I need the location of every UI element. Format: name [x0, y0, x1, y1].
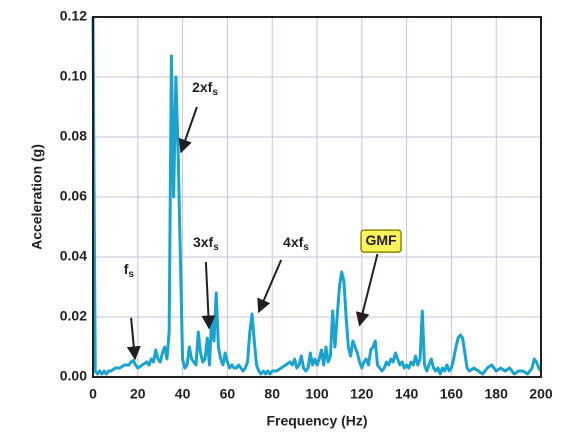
y-tick-label: 0.02 — [60, 308, 87, 324]
annotation-arrow — [126, 317, 141, 361]
x-tick-label: 80 — [264, 386, 280, 402]
annotation-subscript: s — [303, 242, 309, 253]
annotation-label: 2xfs — [192, 79, 218, 98]
x-tick-label: 140 — [395, 386, 419, 402]
y-tick-label: 0.08 — [60, 128, 87, 144]
spectrum-line — [91, 16, 543, 376]
annotation-subscript: s — [128, 269, 134, 280]
y-axis-label: Acceleration (g) — [29, 144, 45, 250]
annotation-label: 3xfs — [193, 234, 219, 253]
x-tick-label: 60 — [220, 386, 236, 402]
x-tick-label: 0 — [89, 386, 97, 402]
annotation-text: 3xf — [193, 234, 214, 250]
x-tick-label: 20 — [130, 386, 146, 402]
annotation-arrow — [355, 253, 379, 327]
y-tick-label: 0.00 — [60, 368, 87, 384]
y-tick-label: 0.12 — [60, 8, 87, 24]
annotation-text: f — [124, 261, 129, 277]
x-tick-label: 200 — [529, 386, 553, 402]
annotation-subscript: s — [213, 242, 219, 253]
y-tick-label: 0.06 — [60, 188, 87, 204]
y-tick-label: 0.04 — [60, 248, 87, 264]
annotation-text: 4xf — [283, 234, 304, 250]
x-tick-label: 160 — [440, 386, 464, 402]
y-tick-label: 0.10 — [60, 68, 87, 84]
annotation-arrow — [178, 106, 198, 154]
annotation-text: 2xf — [192, 79, 213, 95]
annotation-label: 4xfs — [283, 234, 309, 253]
x-tick-label: 100 — [305, 386, 329, 402]
x-axis-label: Frequency (Hz) — [266, 413, 367, 429]
annotation-label: fs — [124, 261, 135, 280]
annotation-text: GMF — [366, 232, 398, 248]
x-tick-label: 180 — [485, 386, 509, 402]
annotation-label: GMF — [366, 232, 398, 248]
annotation-arrow — [257, 259, 283, 314]
plot-frame — [92, 16, 542, 378]
annotation-box — [360, 229, 402, 253]
x-tick-label: 40 — [175, 386, 191, 402]
annotation-arrow — [201, 262, 216, 330]
x-tick-label: 120 — [350, 386, 374, 402]
annotation-subscript: s — [212, 87, 218, 98]
